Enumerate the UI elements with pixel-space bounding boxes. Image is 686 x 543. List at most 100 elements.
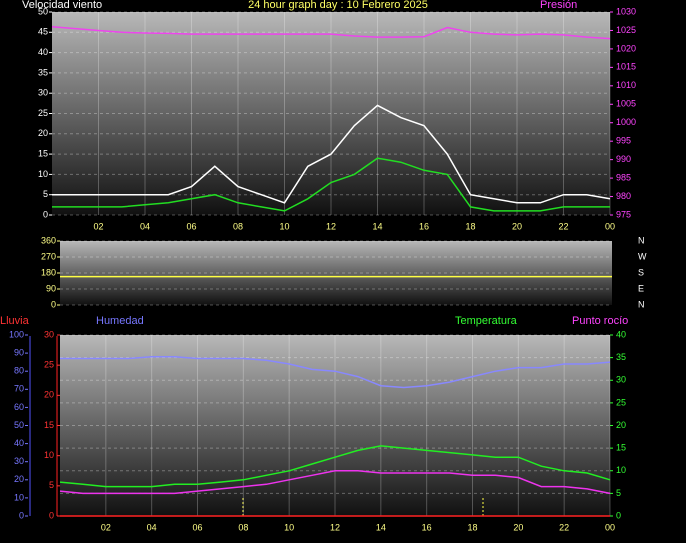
chart-title: 24 hour graph day : 10 Febrero 2025 [248, 0, 428, 11]
y-tick-label: 25 [616, 397, 626, 407]
x-tick-label: 14 [376, 522, 386, 532]
x-tick-label: 20 [512, 221, 522, 231]
x-tick-label: 02 [101, 522, 111, 532]
y-tick-label: 5 [43, 189, 48, 199]
y-tick-label: 1030 [616, 6, 636, 16]
y-tick-label: 975 [616, 209, 631, 219]
y-tick-label: E [638, 283, 644, 293]
y-tick-label: 40 [38, 47, 48, 57]
y-tick-label: 0 [616, 510, 621, 520]
y-tick-label: 20 [14, 474, 24, 484]
axis-title: Velocidad viento [22, 0, 102, 11]
y-tick-label: 10 [616, 465, 626, 475]
y-tick-label: 30 [38, 88, 48, 98]
x-tick-label: 02 [93, 221, 103, 231]
y-tick-label: 25 [38, 108, 48, 118]
y-tick-label: 995 [616, 136, 631, 146]
axis-title: Temperatura [455, 315, 518, 327]
y-tick-label: 20 [38, 128, 48, 138]
y-tick-label: 0 [49, 510, 54, 520]
axis-title: Lluvia [0, 315, 30, 327]
x-tick-label: 06 [192, 522, 202, 532]
axis-title: Humedad [96, 315, 144, 327]
y-tick-label: N [638, 235, 645, 245]
plot-bg [52, 12, 610, 215]
y-tick-label: 100 [9, 329, 24, 339]
y-tick-label: 980 [616, 191, 631, 201]
y-tick-label: 30 [616, 375, 626, 385]
series-line [52, 157, 610, 212]
y-tick-label: 20 [44, 390, 54, 400]
series-line [51, 26, 611, 40]
y-tick-label: 90 [14, 347, 24, 357]
y-tick-label: 1015 [616, 62, 636, 72]
y-tick-label: 40 [616, 329, 626, 339]
x-tick-label: 00 [605, 221, 615, 231]
y-tick-label: 360 [41, 235, 56, 245]
y-tick-label: 990 [616, 154, 631, 164]
series-line [60, 355, 611, 389]
y-tick-label: 15 [616, 443, 626, 453]
x-tick-label: 12 [330, 522, 340, 532]
plot-bg [60, 241, 612, 305]
y-tick-label: 30 [14, 456, 24, 466]
y-tick-label: 70 [14, 384, 24, 394]
x-tick-label: 10 [279, 221, 289, 231]
series-line [52, 104, 611, 204]
y-tick-label: 1025 [616, 25, 636, 35]
y-tick-label: 180 [41, 267, 56, 277]
y-tick-label: 10 [14, 492, 24, 502]
y-tick-label: 40 [14, 438, 24, 448]
x-tick-label: 08 [233, 221, 243, 231]
y-tick-label: 1010 [616, 80, 636, 90]
y-tick-label: 15 [44, 420, 54, 430]
y-tick-label: 5 [49, 480, 54, 490]
x-tick-label: 16 [419, 221, 429, 231]
x-tick-label: 22 [559, 522, 569, 532]
y-tick-label: 5 [616, 488, 621, 498]
y-tick-label: W [638, 251, 647, 261]
y-tick-label: 270 [41, 251, 56, 261]
y-tick-label: 90 [46, 283, 56, 293]
y-tick-label: 60 [14, 402, 24, 412]
y-tick-label: 35 [38, 67, 48, 77]
y-tick-label: S [638, 267, 644, 277]
x-tick-label: 04 [140, 221, 150, 231]
x-tick-label: 08 [238, 522, 248, 532]
y-tick-label: 0 [43, 209, 48, 219]
y-tick-label: 25 [44, 360, 54, 370]
y-tick-label: 35 [616, 352, 626, 362]
y-tick-label: 985 [616, 172, 631, 182]
y-tick-label: 10 [38, 169, 48, 179]
y-tick-label: 45 [38, 27, 48, 37]
x-tick-label: 18 [467, 522, 477, 532]
y-tick-label: 10 [44, 450, 54, 460]
y-tick-label: 30 [44, 329, 54, 339]
y-tick-label: 50 [14, 420, 24, 430]
axis-title: Presión [540, 0, 577, 11]
x-tick-label: 18 [465, 221, 475, 231]
x-tick-label: 22 [558, 221, 568, 231]
x-tick-label: 16 [422, 522, 432, 532]
y-tick-label: 1020 [616, 43, 636, 53]
y-tick-label: 15 [38, 148, 48, 158]
x-tick-label: 14 [372, 221, 382, 231]
y-tick-label: 0 [51, 299, 56, 309]
y-tick-label: N [638, 299, 645, 309]
plot-bg [60, 335, 610, 516]
x-tick-label: 20 [513, 522, 523, 532]
x-tick-label: 12 [326, 221, 336, 231]
y-tick-label: 1005 [616, 99, 636, 109]
y-tick-label: 0 [19, 510, 24, 520]
y-tick-label: 50 [38, 6, 48, 16]
x-tick-label: 06 [186, 221, 196, 231]
y-tick-label: 20 [616, 420, 626, 430]
axis-title: Punto rocío [572, 315, 628, 327]
y-tick-label: 80 [14, 366, 24, 376]
y-tick-label: 1000 [616, 117, 636, 127]
x-tick-label: 10 [284, 522, 294, 532]
x-tick-label: 00 [605, 522, 615, 532]
series-line [59, 470, 611, 495]
x-tick-label: 04 [147, 522, 157, 532]
